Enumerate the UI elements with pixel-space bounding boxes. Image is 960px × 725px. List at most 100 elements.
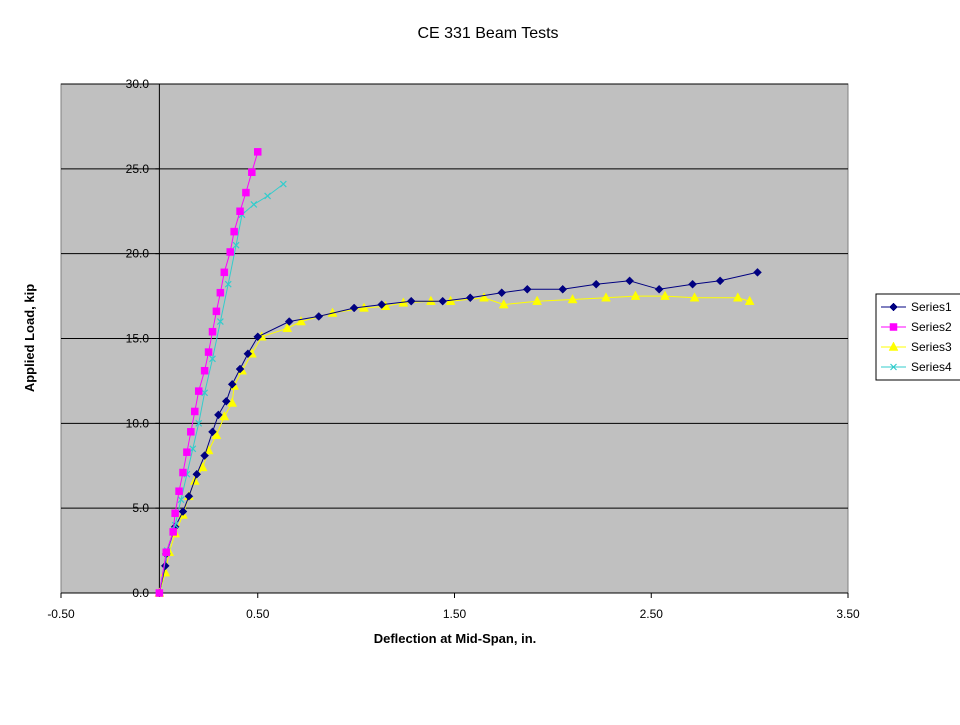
data-point [654,284,664,294]
data-point [232,241,240,249]
x-tick-label: 0.50 [246,607,270,621]
data-point [284,317,294,326]
data-point [479,292,489,302]
y-tick-label: 5.0 [132,501,149,515]
data-point [497,288,507,298]
data-point [236,207,244,215]
data-point [216,288,225,297]
legend-label: Series3 [911,340,952,354]
data-point [715,276,725,286]
data-point [296,315,306,326]
data-point [177,496,185,504]
data-point [753,267,762,277]
data-point [377,300,387,309]
x-tick-label: 3.50 [836,607,860,621]
legend-label: Series2 [911,320,952,334]
data-point [214,410,223,420]
x-tick-label: -0.50 [47,607,75,621]
data-point [465,293,475,303]
data-point [498,299,509,309]
data-point [187,428,195,436]
data-point [227,379,237,389]
y-tick-label: 0.0 [132,586,149,600]
x-tick-label: 1.50 [443,607,467,621]
legend-marker [888,341,899,351]
data-point [224,280,232,288]
y-tick-label: 20.0 [126,247,150,261]
data-point [195,419,203,427]
data-point [216,318,224,325]
data-point [243,349,253,359]
data-point [155,589,164,597]
data-point [227,397,238,407]
legend-marker [890,363,897,371]
data-point [630,290,641,300]
data-point [209,355,216,363]
y-tick-label: 25.0 [126,162,150,176]
data-point [282,322,293,333]
data-point [349,303,359,313]
legend-label: Series1 [911,300,952,314]
y-axis-ticks: 0.0 5.0 10.0 15.0 20.0 25.0 30.0 [126,77,160,600]
data-point [192,469,202,479]
data-point [425,295,436,305]
data-point [235,364,245,374]
data-point [204,348,213,356]
data-point [279,180,287,188]
data-point [226,248,234,256]
legend-item: Series3 [881,340,952,354]
data-point [253,332,263,342]
data-point [178,507,188,516]
data-point [171,509,179,518]
legend: Series1 Series2 Series3 Series4 [875,293,960,381]
data-point [744,295,755,305]
data-point [558,284,568,294]
data-point [522,284,532,294]
data-point [221,396,231,406]
data-point [219,411,230,421]
data-point [162,548,171,557]
data-point [264,192,272,200]
data-point [179,468,187,477]
data-point [591,279,601,289]
data-point [688,279,697,289]
data-point [438,296,448,306]
data-point [601,292,611,302]
data-point [248,168,256,176]
data-point [175,487,183,495]
y-tick-label: 15.0 [126,332,150,346]
data-point [660,290,670,300]
chart-title: CE 331 Beam Tests [417,25,558,42]
legend-item: Series2 [881,320,952,334]
data-point [208,427,217,437]
y-tick-label: 10.0 [126,416,150,430]
x-axis-ticks: -0.50 0.50 1.50 2.50 3.50 [47,593,860,621]
data-point [220,268,229,277]
series-2 [155,148,262,597]
y-tick-label: 30.0 [126,77,150,91]
data-point [183,448,191,456]
legend-item: Series1 [881,300,952,314]
series-line [158,151,259,594]
data-point [625,276,634,286]
data-point [184,491,194,501]
data-point [201,389,209,397]
data-point [200,366,209,375]
data-point [406,296,416,306]
x-axis-title: Deflection at Mid-Span, in. [374,631,537,646]
y-axis-title: Applied Load, kip [22,284,37,392]
legend-box [875,293,960,381]
data-point [250,201,258,208]
data-point [191,407,199,416]
legend-marker [889,323,898,331]
data-point [254,148,262,156]
data-point [169,528,177,536]
legend-marker [889,302,898,312]
series-layer [154,148,762,598]
data-point [208,327,217,336]
data-point [242,188,250,197]
legend-label: Series4 [911,360,952,374]
data-point [212,307,221,316]
